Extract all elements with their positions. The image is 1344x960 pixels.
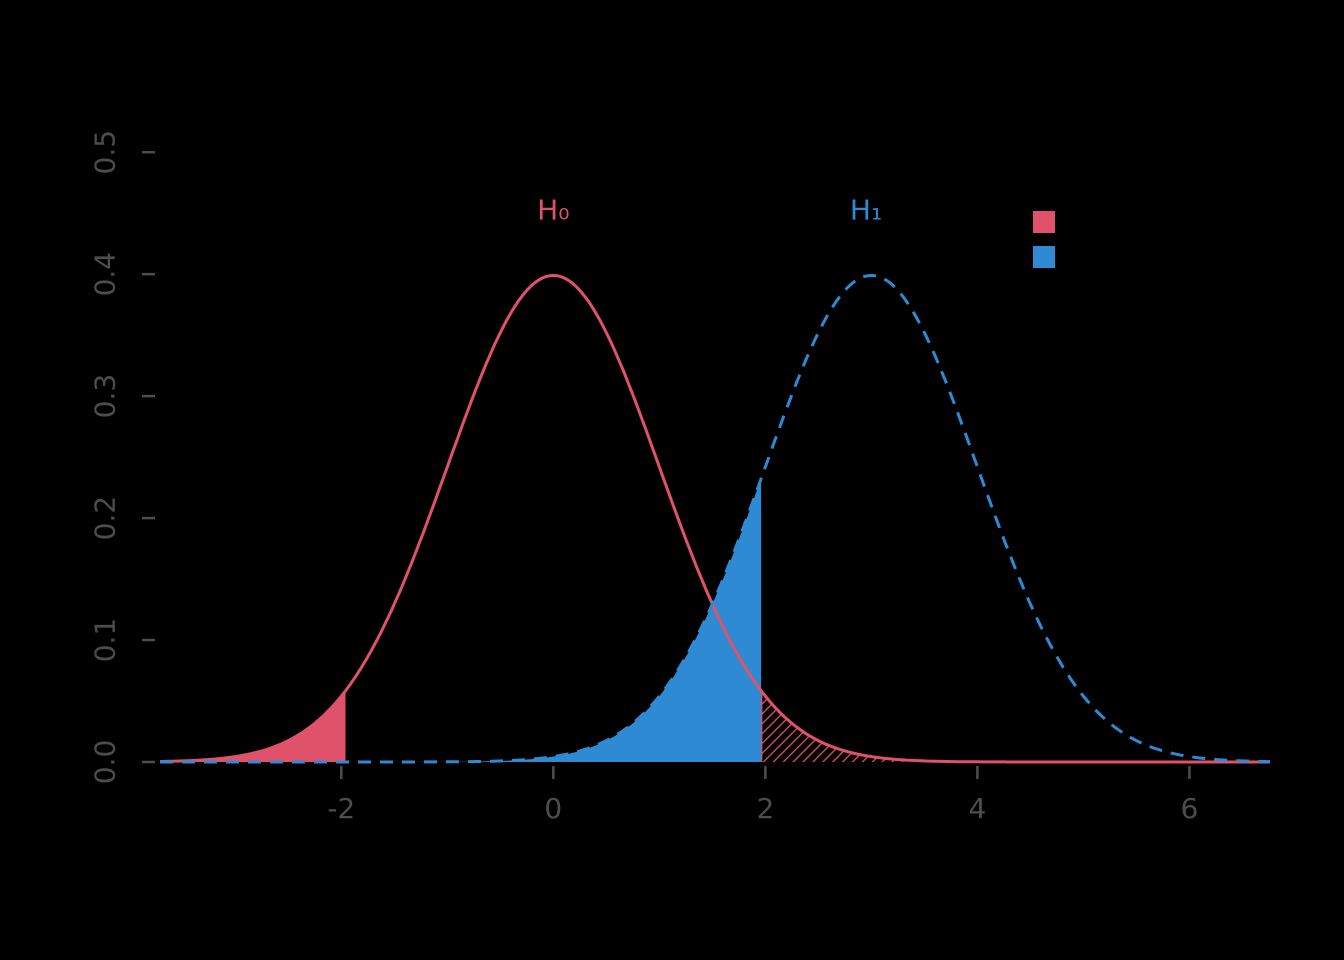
y-tick-label: 0.2	[89, 496, 122, 541]
y-tick-label: 0.5	[89, 130, 122, 175]
alpha-right-region	[761, 690, 1270, 762]
x-tick-label: -2	[327, 792, 355, 825]
x-tick-label: 2	[756, 792, 774, 825]
legend-swatch-h1	[1033, 246, 1055, 268]
y-tick-label: 0.3	[89, 374, 122, 419]
legend-swatch-h0	[1033, 211, 1055, 233]
x-tick-label: 0	[544, 792, 562, 825]
y-tick-label: 0.0	[89, 740, 122, 785]
y-tick-label: 0.4	[89, 252, 122, 297]
h1-label: H₁	[850, 193, 882, 226]
h0-curve	[160, 274, 1270, 764]
y-tick-label: 0.1	[89, 618, 122, 663]
x-tick-label: 6	[1181, 792, 1199, 825]
beta-region	[160, 478, 762, 762]
h0-label: H₀	[537, 193, 569, 226]
h1-curve	[160, 274, 1270, 764]
x-tick-label: 4	[968, 792, 986, 825]
alpha-left-region	[160, 690, 346, 762]
